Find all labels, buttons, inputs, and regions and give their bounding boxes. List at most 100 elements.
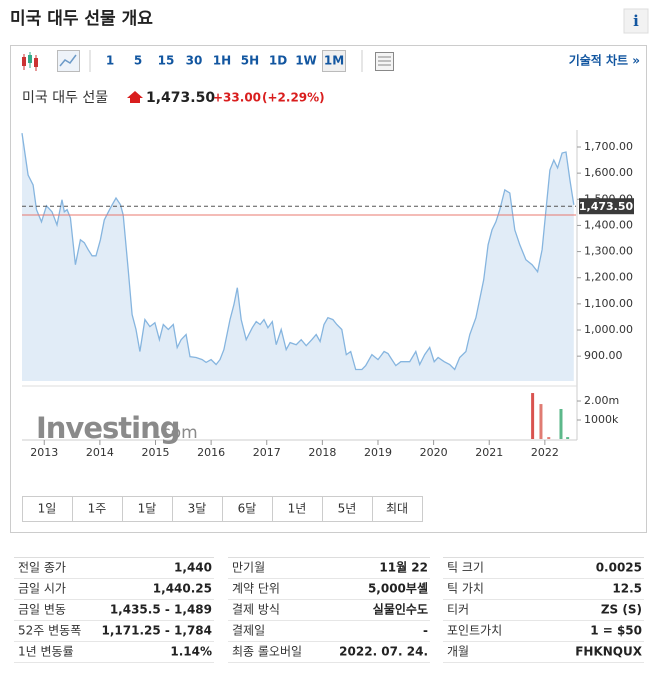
range-button-label[interactable]: 1주 — [88, 502, 107, 516]
x-tick-label: 2015 — [141, 446, 169, 459]
table-value: 5,000부셸 — [368, 581, 428, 596]
table-label: 티커 — [447, 603, 469, 617]
range-button[interactable] — [372, 496, 423, 522]
interval-button[interactable]: 5 — [134, 54, 142, 68]
table-label: 개월 — [447, 645, 469, 659]
y-tick-label: 1,700.00 — [584, 140, 633, 153]
table-label: 결제 방식 — [232, 603, 280, 617]
range-button-label[interactable]: 6달 — [238, 502, 257, 516]
volume-bar — [531, 393, 535, 439]
table-value: 1 = $50 — [590, 624, 642, 638]
table-value: 1,440 — [174, 561, 212, 575]
volume-bar — [539, 404, 543, 439]
last-price-box — [579, 198, 634, 215]
y-tick-label: 1,200.00 — [584, 271, 633, 284]
interval-button[interactable]: 1H — [213, 54, 231, 68]
x-tick-label: 2014 — [86, 446, 114, 459]
candlestick-icon[interactable] — [22, 52, 38, 71]
range-button-label[interactable]: 3달 — [188, 502, 207, 516]
table-label: 틱 크기 — [447, 561, 484, 575]
interval-button[interactable]: 1W — [295, 54, 317, 68]
table-label: 틱 가치 — [447, 582, 484, 596]
settings-icon[interactable] — [375, 52, 394, 71]
range-button[interactable] — [222, 496, 273, 522]
volume-tick-label: 1000k — [584, 413, 619, 426]
volume-bar — [547, 437, 551, 439]
table-value: 1.14% — [170, 645, 212, 659]
interval-button[interactable]: 1D — [269, 54, 287, 68]
x-tick-label: 2022 — [531, 446, 559, 459]
table-value: 0.0025 — [596, 561, 642, 575]
range-button-label[interactable]: 1년 — [288, 502, 307, 516]
x-tick-label: 2013 — [30, 446, 58, 459]
y-tick-label: 900.00 — [584, 349, 623, 362]
area-icon[interactable] — [57, 50, 80, 72]
table-label: 금일 시가 — [18, 582, 66, 596]
info-icon[interactable]: i — [633, 12, 639, 30]
info-button[interactable] — [623, 8, 649, 34]
y-tick-label: 1,300.00 — [584, 245, 633, 258]
x-tick-label: 2018 — [308, 446, 336, 459]
area-fill — [22, 133, 574, 381]
table-label: 결제일 — [232, 624, 265, 638]
up-arrow — [127, 91, 143, 103]
table-label: 1년 변동률 — [18, 645, 74, 659]
volume-tick-label: 2.00m — [584, 394, 619, 407]
x-tick-label: 2017 — [253, 446, 281, 459]
technical-chart-link[interactable]: 기술적 차트 » — [569, 53, 640, 68]
instrument-name: 미국 대두 선물 — [22, 90, 108, 106]
interval-button[interactable]: 15 — [158, 54, 175, 68]
table-value: - — [423, 624, 428, 638]
interval-button[interactable]: 30 — [186, 54, 203, 68]
table-value: ZS (S) — [601, 603, 642, 617]
x-tick-label: 2019 — [364, 446, 392, 459]
page-title: 미국 대두 선물 개요 — [10, 9, 153, 29]
range-button[interactable] — [172, 496, 223, 522]
watermark-suffix: .com — [156, 423, 198, 443]
x-tick-label: 2021 — [475, 446, 503, 459]
price-chart: 900.00 1,000.00 1,100.00 1,200.00 1,300.00 1,… — [21, 130, 634, 459]
table-label: 포인트가치 — [447, 624, 502, 638]
range-button[interactable] — [272, 496, 323, 522]
range-button[interactable] — [322, 496, 373, 522]
x-tick-label: 2020 — [420, 446, 448, 459]
table-value: 실물인수도 — [373, 602, 428, 617]
y-tick-label: 1,100.00 — [584, 297, 633, 310]
table-value: 1,435.5 - 1,489 — [110, 603, 212, 617]
last-price-label: 1,473.50 — [579, 200, 634, 213]
table-label: 만기월 — [232, 561, 265, 575]
range-button[interactable] — [122, 496, 173, 522]
table-label: 최종 롤오버일 — [232, 645, 302, 659]
table-value: 2022. 07. 24. — [339, 645, 428, 659]
y-tick-label: 1,600.00 — [584, 166, 633, 179]
table-label: 52주 변동폭 — [18, 624, 81, 638]
y-tick-label: 1,400.00 — [584, 218, 633, 231]
volume-bar — [559, 408, 563, 439]
interval-button[interactable]: 1M — [324, 54, 344, 68]
table-value: 1,171.25 - 1,784 — [101, 624, 212, 638]
interval-button[interactable]: 1 — [106, 54, 114, 68]
last-price: 1,473.50 — [146, 90, 215, 106]
x-tick-label: 2016 — [197, 446, 225, 459]
volume-bar — [566, 437, 570, 439]
range-button-label[interactable]: 1일 — [38, 502, 57, 516]
range-button-label[interactable]: 1달 — [138, 502, 157, 516]
table-label: 금일 변동 — [18, 603, 66, 617]
table-label: 계약 단위 — [232, 581, 280, 596]
price-change: +33.00 — [213, 91, 261, 105]
interval-selected[interactable] — [322, 50, 346, 72]
price-change-percent: (+2.29%) — [262, 91, 325, 105]
y-tick-label: 1,000.00 — [584, 323, 633, 336]
table-value: FHKNQUX — [575, 645, 643, 659]
table-value: 12.5 — [612, 582, 642, 596]
table-label: 전일 종가 — [18, 561, 66, 575]
table-value: 11월 22 — [379, 560, 428, 575]
range-button-label[interactable]: 최대 — [386, 502, 408, 516]
range-button[interactable] — [22, 496, 73, 522]
watermark-brand: Investing — [36, 411, 179, 445]
table-value: 1,440.25 — [153, 582, 212, 596]
range-button-label[interactable]: 5년 — [338, 502, 357, 516]
interval-button[interactable]: 5H — [241, 54, 259, 68]
price-line — [21, 133, 575, 371]
